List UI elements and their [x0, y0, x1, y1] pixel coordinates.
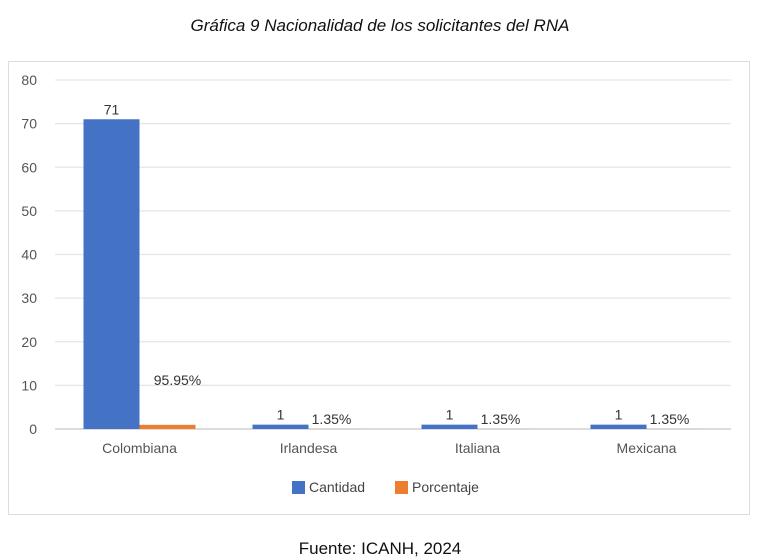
- bar-cantidad-colombiana: [83, 119, 140, 429]
- y-tick-label: 0: [29, 421, 37, 437]
- bar-cantidad-mexicana: [590, 424, 647, 429]
- data-label-cantidad: 1: [615, 407, 623, 423]
- legend: Cantidad Porcentaje: [292, 479, 479, 495]
- x-axis-ticks: Colombiana Irlandesa Italiana Mexicana: [102, 440, 677, 456]
- y-axis-ticks: 0 10 20 30 40 50 60 70 80: [21, 72, 37, 437]
- y-tick-label: 20: [21, 334, 37, 350]
- bars: [83, 119, 703, 430]
- y-tick-label: 60: [21, 159, 37, 175]
- data-label-cantidad: 1: [446, 407, 454, 423]
- y-tick-label: 10: [21, 377, 37, 393]
- x-tick-label: Irlandesa: [280, 440, 338, 456]
- y-tick-label: 70: [21, 116, 37, 132]
- legend-label-porcentaje: Porcentaje: [412, 479, 479, 495]
- legend-swatch-cantidad: [292, 481, 305, 494]
- chart-title: Gráfica 9 Nacionalidad de los solicitant…: [190, 16, 570, 35]
- data-label-porcentaje: 1.35%: [481, 411, 521, 427]
- data-labels: 71 95.95% 1 1.35% 1 1.35% 1 1.35%: [104, 101, 690, 427]
- data-label-porcentaje: 1.35%: [650, 411, 690, 427]
- data-label-porcentaje: 1.35%: [312, 411, 352, 427]
- x-tick-label: Mexicana: [617, 440, 677, 456]
- x-tick-label: Colombiana: [102, 440, 177, 456]
- bar-porcentaje-colombiana: [139, 424, 196, 429]
- y-tick-label: 40: [21, 247, 37, 263]
- data-label-cantidad: 71: [104, 101, 120, 117]
- y-tick-label: 30: [21, 290, 37, 306]
- y-tick-label: 50: [21, 203, 37, 219]
- chart-source: Fuente: ICANH, 2024: [298, 539, 462, 558]
- bar-cantidad-italiana: [421, 424, 478, 429]
- legend-label-cantidad: Cantidad: [309, 479, 365, 495]
- gridlines: [55, 79, 731, 430]
- x-tick-label: Italiana: [455, 440, 500, 456]
- legend-swatch-porcentaje: [395, 481, 408, 494]
- y-tick-label: 80: [21, 72, 37, 88]
- bar-cantidad-irlandesa: [252, 424, 309, 429]
- data-label-porcentaje: 95.95%: [154, 372, 201, 388]
- data-label-cantidad: 1: [277, 407, 285, 423]
